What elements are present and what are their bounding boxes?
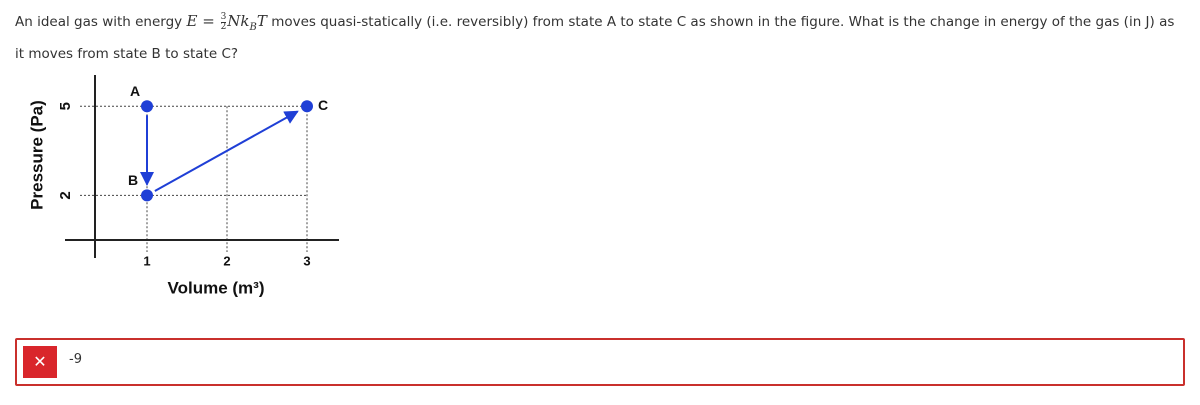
y-axis-label: Pressure (Pa) [27,100,46,210]
question-text: moves quasi-statically (i.e. reversibly)… [15,14,1175,62]
state-label: C [318,97,328,113]
formula-part: Nk [227,12,250,30]
answer-box[interactable]: ✕ -9 [15,338,1185,386]
question-text: An ideal gas with energy [15,14,183,30]
formula-sub: B [249,22,257,33]
numerator: 3 [220,11,227,23]
x-tick-label: 3 [303,253,310,268]
formula-part: E [186,12,198,30]
denominator: 2 [220,21,227,32]
formula: E = 3 2 NkBT [186,11,267,33]
x-axis-label: Volume (m³) [168,278,265,297]
x-tick-label: 1 [143,253,150,268]
state-label: A [130,83,140,99]
state-label: B [128,172,138,188]
x-tick-label: 2 [223,253,230,268]
y-tick-label: 2 [57,191,74,199]
figure: 5 2 1 2 3 Volume (m³) Pressure (Pa) A B C [27,75,339,297]
incorrect-icon: ✕ [23,346,57,378]
question: An ideal gas with energy E = 3 2 NkBT move… [15,8,1185,68]
formula-part: = [202,12,215,30]
state-point [141,189,153,202]
process-path [154,110,299,192]
formula-part: T [256,12,267,30]
y-tick-label: 5 [57,102,74,110]
state-point [301,100,313,113]
state-point [141,100,153,113]
answer-value: -9 [69,352,82,367]
